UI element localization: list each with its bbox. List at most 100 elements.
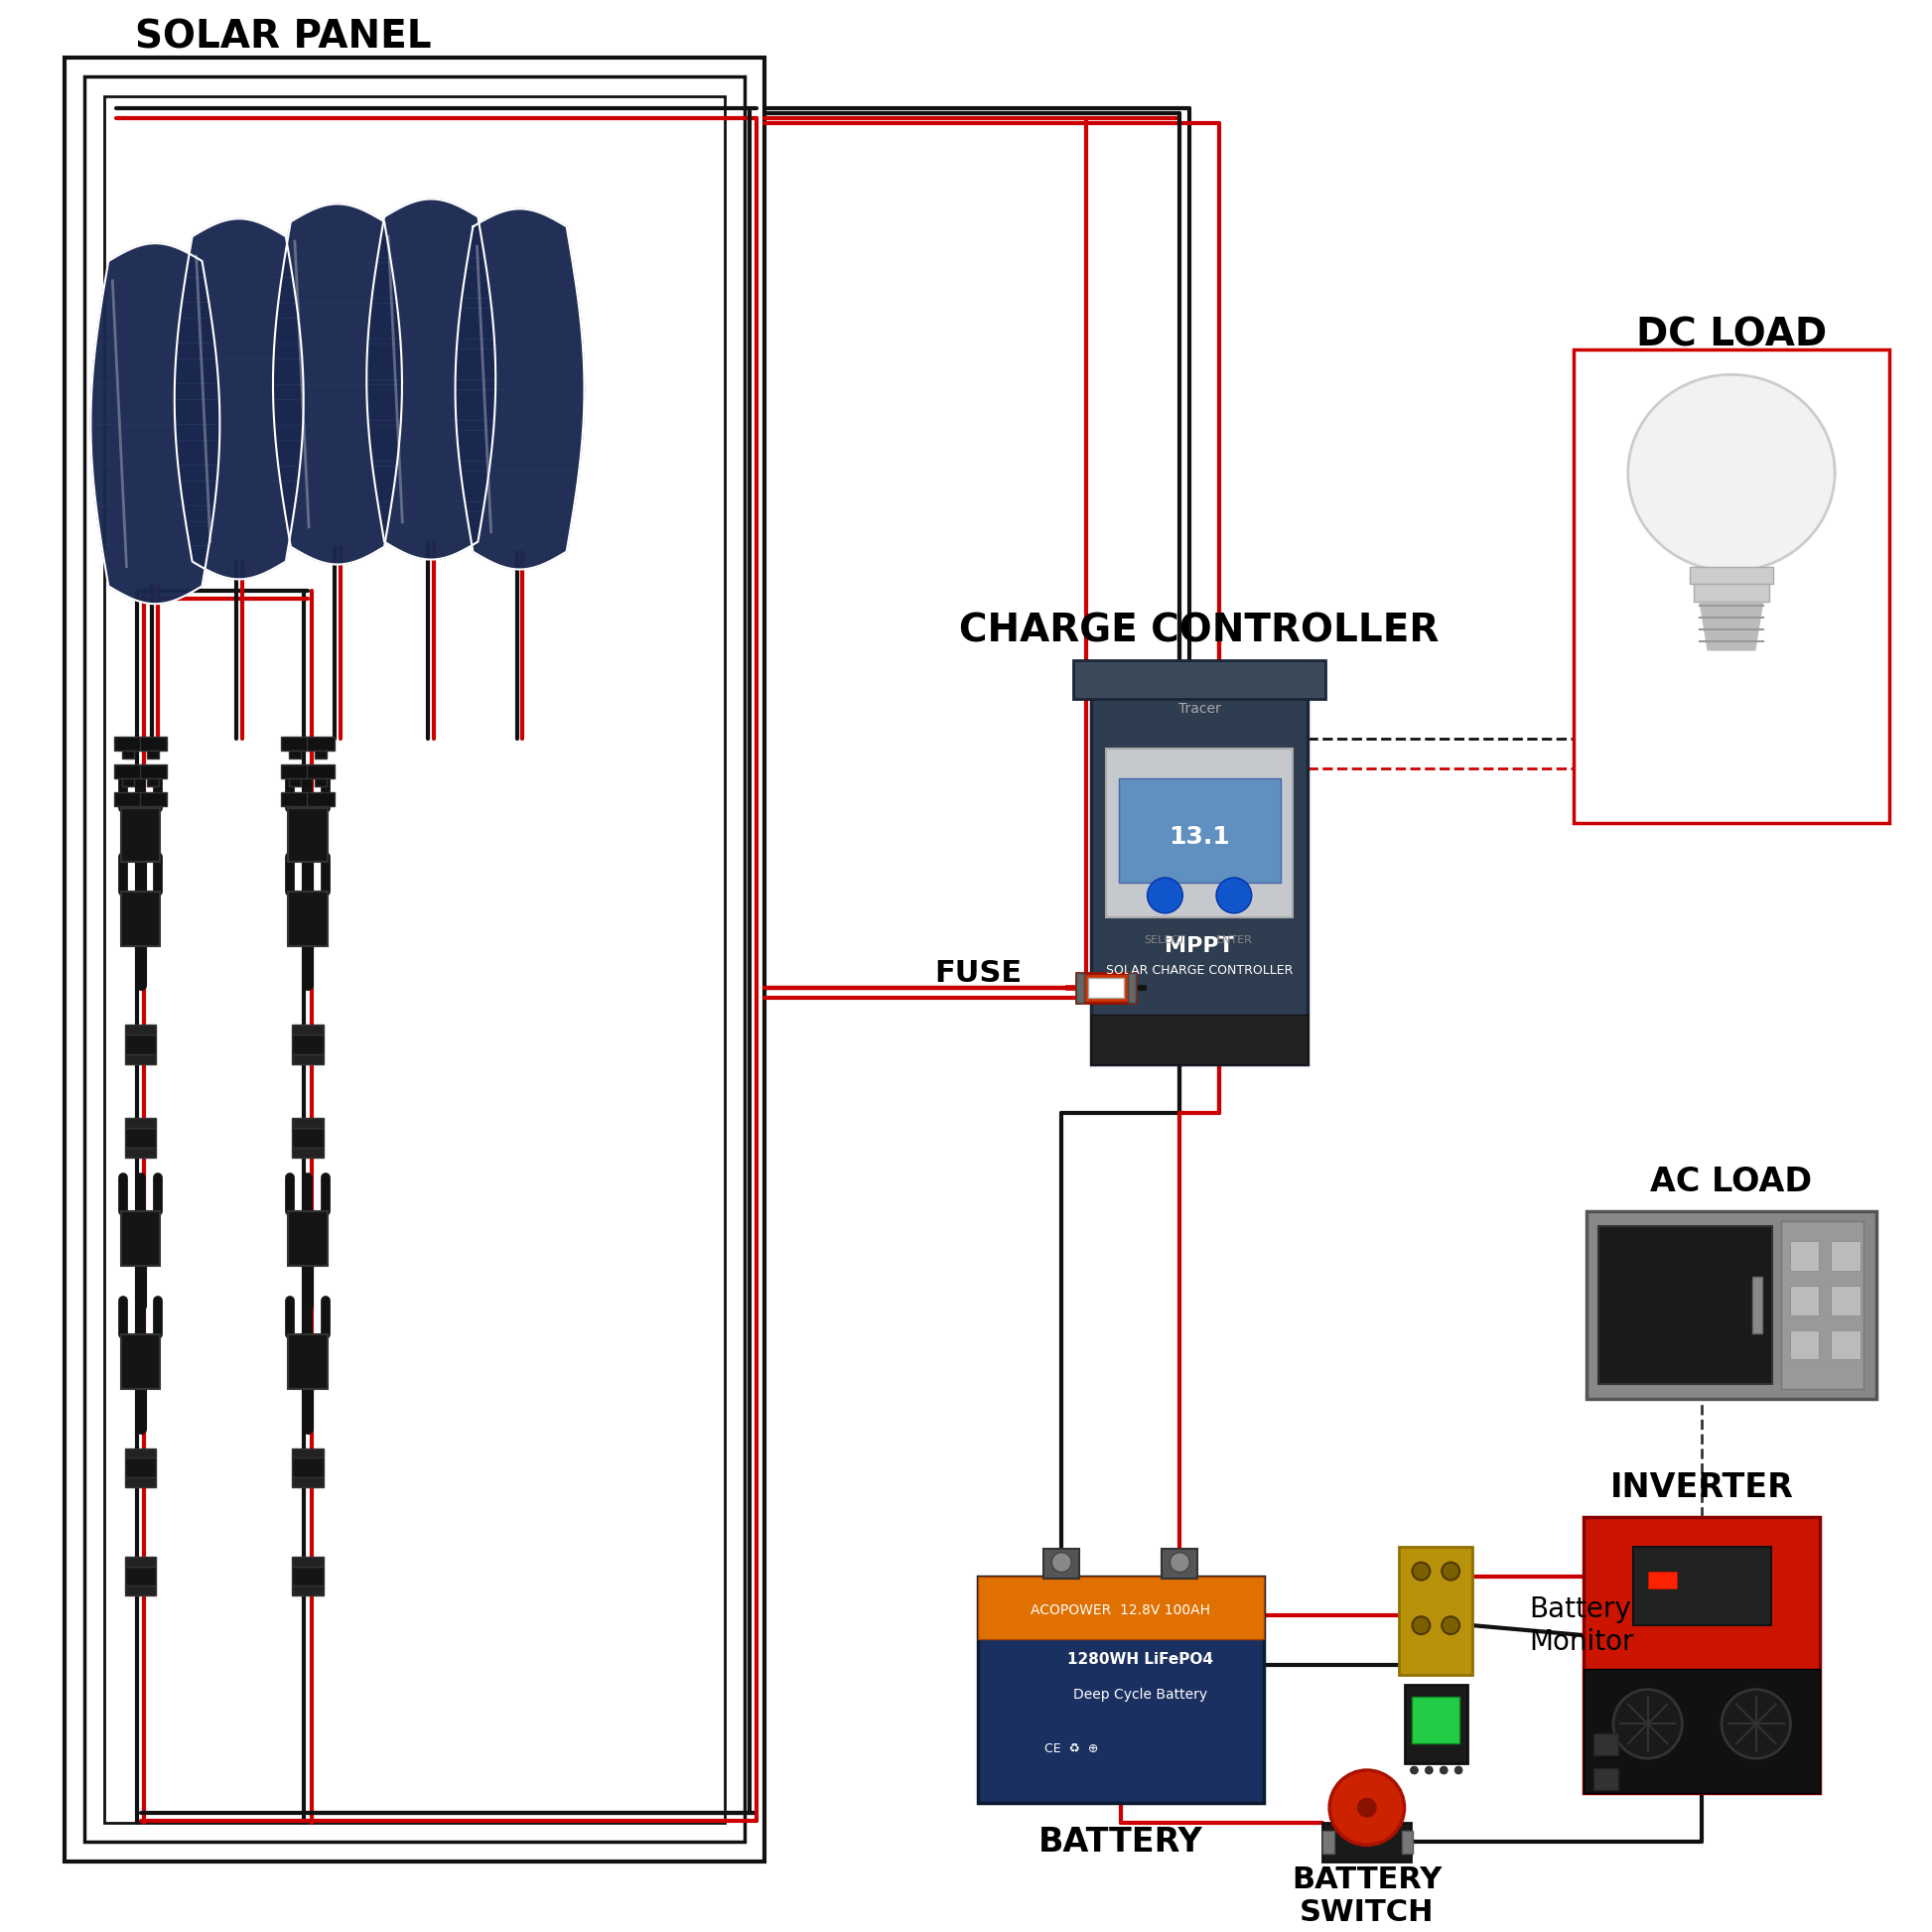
Bar: [126, 1034, 156, 1055]
Bar: [1088, 978, 1124, 999]
Bar: [1594, 1768, 1619, 1789]
Bar: [1092, 1014, 1308, 1065]
Circle shape: [1051, 1553, 1072, 1573]
Bar: [147, 779, 158, 786]
Bar: [1648, 1571, 1677, 1588]
Bar: [1399, 1548, 1472, 1675]
Bar: [114, 765, 141, 779]
Bar: [1598, 1227, 1772, 1383]
Bar: [1694, 583, 1770, 603]
Bar: [1092, 690, 1308, 1065]
Bar: [122, 808, 160, 862]
Bar: [122, 806, 133, 813]
Text: FUSE: FUSE: [935, 958, 1022, 987]
Bar: [114, 792, 141, 806]
Bar: [1405, 1685, 1468, 1764]
Text: ACOPOWER  12.8V 100AH: ACOPOWER 12.8V 100AH: [1032, 1604, 1211, 1617]
Bar: [288, 808, 328, 862]
Bar: [1161, 1549, 1198, 1578]
Bar: [85, 77, 744, 1841]
Bar: [292, 1024, 325, 1034]
Circle shape: [1171, 1553, 1190, 1573]
Bar: [282, 792, 309, 806]
Polygon shape: [91, 243, 220, 605]
Bar: [1752, 1277, 1762, 1333]
Bar: [1074, 661, 1325, 699]
Bar: [1633, 1548, 1772, 1625]
Bar: [139, 792, 166, 806]
Bar: [122, 891, 160, 945]
Bar: [1076, 974, 1084, 1003]
Bar: [292, 1128, 325, 1148]
Bar: [292, 1557, 325, 1567]
Text: INVERTER: INVERTER: [1609, 1470, 1793, 1503]
Text: CHARGE CONTROLLER: CHARGE CONTROLLER: [960, 612, 1439, 649]
Bar: [1575, 350, 1889, 823]
Bar: [292, 1567, 325, 1586]
Polygon shape: [367, 199, 497, 560]
Bar: [1584, 1517, 1820, 1793]
Text: DC LOAD: DC LOAD: [1636, 317, 1828, 354]
Circle shape: [1439, 1766, 1447, 1774]
Bar: [126, 1024, 156, 1034]
Text: Battery
Monitor: Battery Monitor: [1530, 1596, 1634, 1656]
Bar: [292, 1119, 325, 1128]
Bar: [126, 1459, 156, 1478]
Bar: [292, 1478, 325, 1488]
Text: SELECT: SELECT: [1144, 935, 1186, 945]
Bar: [307, 736, 334, 752]
Text: AC LOAD: AC LOAD: [1650, 1165, 1812, 1198]
Bar: [1119, 779, 1281, 883]
Bar: [122, 1211, 160, 1265]
Bar: [307, 765, 334, 779]
Bar: [1789, 1329, 1820, 1360]
Text: BATTERY: BATTERY: [1037, 1826, 1204, 1859]
Bar: [1128, 974, 1136, 1003]
Circle shape: [1412, 1617, 1430, 1634]
Circle shape: [1217, 877, 1252, 914]
Bar: [307, 792, 334, 806]
Polygon shape: [1629, 375, 1835, 572]
Bar: [1594, 1733, 1619, 1756]
Bar: [315, 806, 327, 813]
Circle shape: [1426, 1766, 1434, 1774]
Bar: [978, 1577, 1264, 1803]
Text: BATTERY
SWITCH: BATTERY SWITCH: [1293, 1864, 1441, 1928]
Bar: [288, 891, 328, 945]
Circle shape: [1441, 1617, 1459, 1634]
Circle shape: [1148, 877, 1182, 914]
Bar: [139, 765, 166, 779]
Circle shape: [1412, 1563, 1430, 1580]
Bar: [126, 1119, 156, 1128]
Circle shape: [1441, 1563, 1459, 1580]
Bar: [292, 1449, 325, 1459]
Circle shape: [1721, 1689, 1791, 1758]
Bar: [147, 752, 158, 759]
Bar: [292, 1034, 325, 1055]
Bar: [978, 1577, 1264, 1640]
Circle shape: [1455, 1766, 1463, 1774]
Bar: [104, 97, 724, 1822]
Bar: [1575, 350, 1889, 823]
Bar: [292, 1586, 325, 1596]
Bar: [1781, 1221, 1862, 1389]
Bar: [1412, 1696, 1459, 1743]
Text: SOLAR CHARGE CONTROLLER: SOLAR CHARGE CONTROLLER: [1105, 964, 1293, 978]
Bar: [64, 58, 763, 1862]
Circle shape: [1329, 1770, 1405, 1845]
Bar: [282, 736, 309, 752]
Text: Tracer: Tracer: [1179, 703, 1221, 717]
Polygon shape: [272, 205, 402, 564]
Bar: [147, 806, 158, 813]
Text: CE  ♻  ⊕: CE ♻ ⊕: [1045, 1743, 1099, 1754]
Bar: [126, 1557, 156, 1567]
Bar: [1323, 1830, 1335, 1855]
Text: 13.1: 13.1: [1169, 825, 1231, 850]
Bar: [1690, 566, 1774, 583]
Bar: [126, 1449, 156, 1459]
Bar: [282, 765, 309, 779]
Bar: [126, 1567, 156, 1586]
Bar: [122, 1335, 160, 1389]
Bar: [126, 1478, 156, 1488]
Circle shape: [1613, 1689, 1683, 1758]
